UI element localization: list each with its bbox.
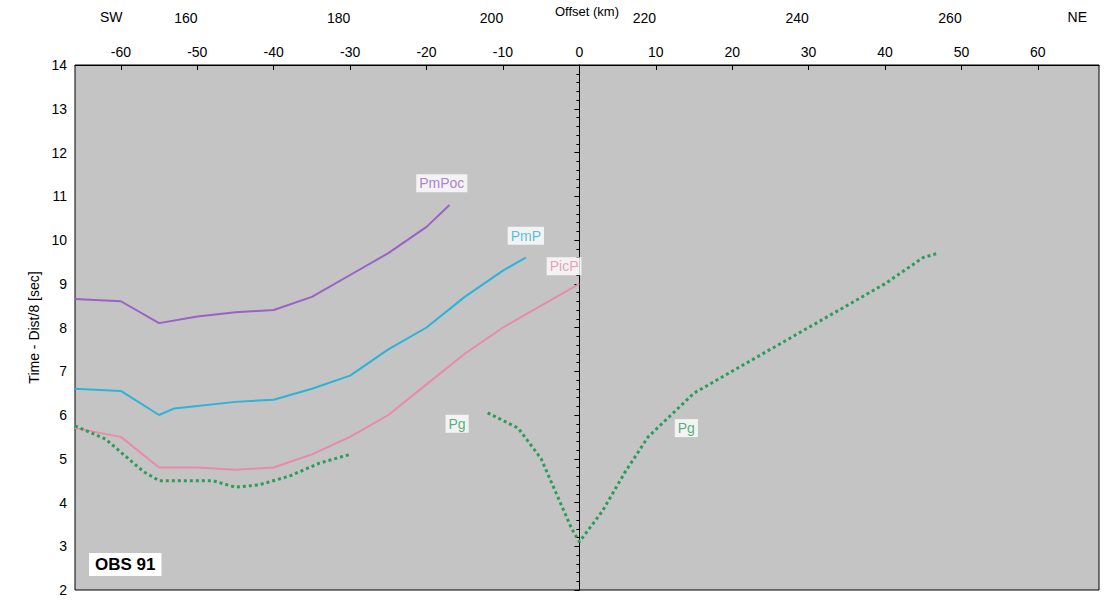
svg-text:10: 10 — [648, 44, 664, 60]
svg-text:5: 5 — [59, 451, 67, 467]
svg-text:200: 200 — [480, 10, 504, 26]
svg-text:10: 10 — [51, 232, 67, 248]
svg-text:-60: -60 — [111, 44, 131, 60]
svg-text:240: 240 — [785, 10, 809, 26]
svg-text:3: 3 — [59, 538, 67, 554]
svg-text:-50: -50 — [187, 44, 207, 60]
svg-text:11: 11 — [52, 188, 67, 204]
svg-text:14: 14 — [51, 57, 67, 73]
svg-text:PicP: PicP — [550, 258, 579, 274]
svg-text:Time - Dist/8 [sec]: Time - Dist/8 [sec] — [26, 271, 42, 383]
svg-text:-20: -20 — [416, 44, 436, 60]
svg-text:NE: NE — [1068, 9, 1087, 25]
svg-text:13: 13 — [51, 101, 67, 117]
svg-text:40: 40 — [877, 44, 893, 60]
svg-text:Pg: Pg — [678, 420, 695, 436]
svg-text:20: 20 — [724, 44, 740, 60]
svg-text:12: 12 — [51, 145, 67, 161]
svg-text:Pg: Pg — [449, 416, 466, 432]
svg-text:9: 9 — [59, 276, 67, 292]
svg-text:-40: -40 — [264, 44, 284, 60]
svg-text:-30: -30 — [340, 44, 360, 60]
svg-text:OBS 91: OBS 91 — [95, 555, 155, 574]
svg-text:60: 60 — [1030, 44, 1046, 60]
svg-text:220: 220 — [633, 10, 657, 26]
svg-text:SW: SW — [100, 9, 123, 25]
svg-text:180: 180 — [327, 10, 351, 26]
svg-text:50: 50 — [954, 44, 970, 60]
svg-text:0: 0 — [575, 44, 583, 60]
svg-text:Offset (km): Offset (km) — [555, 4, 619, 19]
svg-text:4: 4 — [59, 495, 67, 511]
svg-text:8: 8 — [59, 320, 67, 336]
svg-text:260: 260 — [938, 10, 962, 26]
svg-text:7: 7 — [59, 363, 67, 379]
svg-text:30: 30 — [801, 44, 817, 60]
svg-text:6: 6 — [59, 407, 67, 423]
svg-text:PmP: PmP — [511, 228, 541, 244]
svg-text:-10: -10 — [493, 44, 513, 60]
svg-text:160: 160 — [174, 10, 198, 26]
svg-text:2: 2 — [59, 582, 67, 598]
svg-text:PmPoc: PmPoc — [419, 175, 464, 191]
